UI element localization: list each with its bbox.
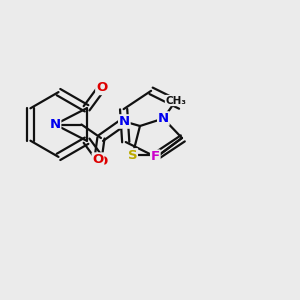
Text: CH₃: CH₃ xyxy=(166,95,187,106)
Text: N: N xyxy=(158,112,169,125)
Text: O: O xyxy=(92,153,104,166)
Text: S: S xyxy=(128,149,137,162)
Text: N: N xyxy=(50,118,61,131)
Text: O: O xyxy=(96,81,107,94)
Text: F: F xyxy=(151,150,160,163)
Text: N: N xyxy=(119,115,130,128)
Text: O: O xyxy=(96,154,107,168)
